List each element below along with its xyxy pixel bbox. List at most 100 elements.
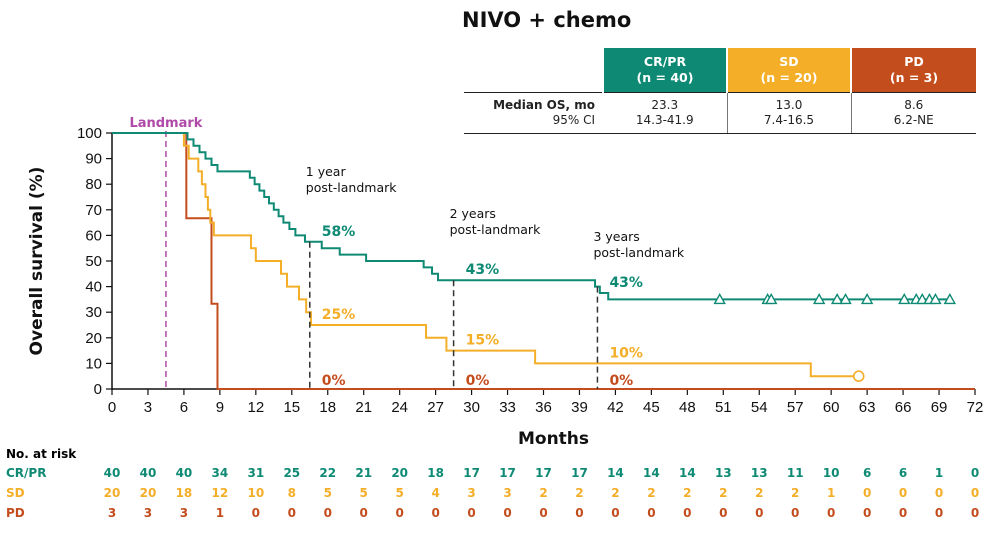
at-risk-value-crpr: 40 xyxy=(140,466,157,480)
x-tick-label: 12 xyxy=(247,399,264,416)
percent-label-sd: 15% xyxy=(466,333,500,349)
at-risk-row-label: CR/PR xyxy=(6,466,46,480)
at-risk-value-sd: 8 xyxy=(288,486,296,500)
percent-label-pd: 0% xyxy=(466,373,490,389)
at-risk-value-crpr: 17 xyxy=(571,466,588,480)
at-risk-value-pd: 0 xyxy=(899,506,907,520)
at-risk-value-sd: 20 xyxy=(140,486,157,500)
at-risk-value-crpr: 14 xyxy=(679,466,696,480)
x-tick-label: 39 xyxy=(571,399,588,416)
x-tick-label: 60 xyxy=(823,399,840,416)
km-curve-pd xyxy=(112,132,975,390)
y-tick-label: 40 xyxy=(85,279,102,296)
at-risk-row-label: SD xyxy=(6,486,25,500)
at-risk-value-sd: 5 xyxy=(360,486,368,500)
censor-mark-crpr xyxy=(943,292,957,305)
x-tick-label: 45 xyxy=(643,399,660,416)
at-risk-value-pd: 0 xyxy=(360,506,368,520)
x-tick-label: 51 xyxy=(715,399,732,416)
year-marker-label: 3 years xyxy=(593,229,639,244)
at-risk-value-crpr: 6 xyxy=(863,466,871,480)
at-risk-value-pd: 0 xyxy=(288,506,296,520)
at-risk-value-sd: 3 xyxy=(503,486,511,500)
percent-label-crpr: 58% xyxy=(322,224,356,240)
ci-sd: 7.4-16.5 xyxy=(726,113,851,134)
at-risk-value-crpr: 40 xyxy=(104,466,121,480)
year-marker-label: post-landmark xyxy=(593,245,684,260)
at-risk-value-pd: 0 xyxy=(395,506,403,520)
at-risk-value-pd: 0 xyxy=(791,506,799,520)
at-risk-value-pd: 0 xyxy=(575,506,583,520)
at-risk-value-sd: 2 xyxy=(539,486,547,500)
y-tick-label: 50 xyxy=(85,253,102,270)
at-risk-value-crpr: 13 xyxy=(715,466,732,480)
x-tick-label: 36 xyxy=(535,399,552,416)
censor-mark-crpr xyxy=(839,292,852,305)
header-crpr-n: (n = 40) xyxy=(636,70,694,85)
at-risk-value-pd: 3 xyxy=(144,506,152,520)
percent-label-crpr: 43% xyxy=(466,262,500,278)
at-risk-value-sd: 5 xyxy=(395,486,403,500)
at-risk-value-pd: 0 xyxy=(647,506,655,520)
at-risk-value-pd: 0 xyxy=(971,506,979,520)
at-risk-value-crpr: 21 xyxy=(355,466,372,480)
header-sd: SD (n = 20) xyxy=(726,48,851,93)
x-tick-label: 42 xyxy=(607,399,624,416)
at-risk-value-pd: 0 xyxy=(539,506,547,520)
year-marker-label: post-landmark xyxy=(306,180,397,195)
x-tick-label: 18 xyxy=(319,399,336,416)
at-risk-value-pd: 0 xyxy=(252,506,260,520)
at-risk-value-pd: 0 xyxy=(935,506,943,520)
median-pd: 8.6 xyxy=(850,92,976,113)
at-risk-value-crpr: 0 xyxy=(971,466,979,480)
chart-title: NIVO + chemo xyxy=(462,8,632,32)
at-risk-value-pd: 0 xyxy=(827,506,835,520)
header-pd: PD (n = 3) xyxy=(850,48,976,93)
header-pd-n: (n = 3) xyxy=(889,70,939,85)
at-risk-value-pd: 0 xyxy=(611,506,619,520)
at-risk-value-sd: 5 xyxy=(324,486,332,500)
at-risk-value-sd: 0 xyxy=(935,486,943,500)
at-risk-value-sd: 0 xyxy=(863,486,871,500)
at-risk-value-crpr: 10 xyxy=(823,466,840,480)
x-tick-label: 57 xyxy=(787,399,804,416)
at-risk-value-sd: 10 xyxy=(247,486,264,500)
at-risk-value-sd: 2 xyxy=(719,486,727,500)
censor-mark-crpr xyxy=(830,292,844,305)
at-risk-value-sd: 0 xyxy=(899,486,907,500)
at-risk-value-crpr: 20 xyxy=(391,466,408,480)
at-risk-value-sd: 2 xyxy=(683,486,691,500)
at-risk-value-pd: 3 xyxy=(108,506,116,520)
censor-mark-crpr xyxy=(860,292,874,305)
at-risk-value-crpr: 17 xyxy=(499,466,516,480)
at-risk-value-crpr: 11 xyxy=(787,466,804,480)
at-risk-value-sd: 4 xyxy=(431,486,439,500)
at-risk-value-sd: 2 xyxy=(611,486,619,500)
year-marker-label: 1 year xyxy=(306,164,347,179)
at-risk-value-pd: 0 xyxy=(431,506,439,520)
x-tick-label: 27 xyxy=(427,399,444,416)
x-tick-label: 30 xyxy=(463,399,480,416)
at-risk-value-crpr: 13 xyxy=(751,466,768,480)
at-risk-value-pd: 0 xyxy=(683,506,691,520)
at-risk-value-crpr: 31 xyxy=(247,466,264,480)
y-tick-label: 70 xyxy=(85,202,102,219)
at-risk-value-sd: 2 xyxy=(575,486,583,500)
at-risk-value-pd: 0 xyxy=(719,506,727,520)
x-axis-title: Months xyxy=(518,429,589,449)
ci-crpr: 14.3-41.9 xyxy=(603,113,727,134)
at-risk-value-crpr: 25 xyxy=(283,466,300,480)
km-curve-sd xyxy=(112,132,859,378)
at-risk-value-pd: 0 xyxy=(863,506,871,520)
x-tick-label: 66 xyxy=(895,399,912,416)
at-risk-value-crpr: 1 xyxy=(935,466,943,480)
censor-mark-crpr xyxy=(916,292,929,305)
at-risk-value-pd: 0 xyxy=(467,506,475,520)
x-tick-label: 9 xyxy=(216,399,224,416)
y-tick-label: 100 xyxy=(77,125,102,142)
at-risk-value-crpr: 17 xyxy=(463,466,480,480)
x-tick-label: 21 xyxy=(355,399,372,416)
y-tick-label: 10 xyxy=(85,355,102,372)
at-risk-value-sd: 1 xyxy=(827,486,835,500)
at-risk-value-sd: 2 xyxy=(755,486,763,500)
